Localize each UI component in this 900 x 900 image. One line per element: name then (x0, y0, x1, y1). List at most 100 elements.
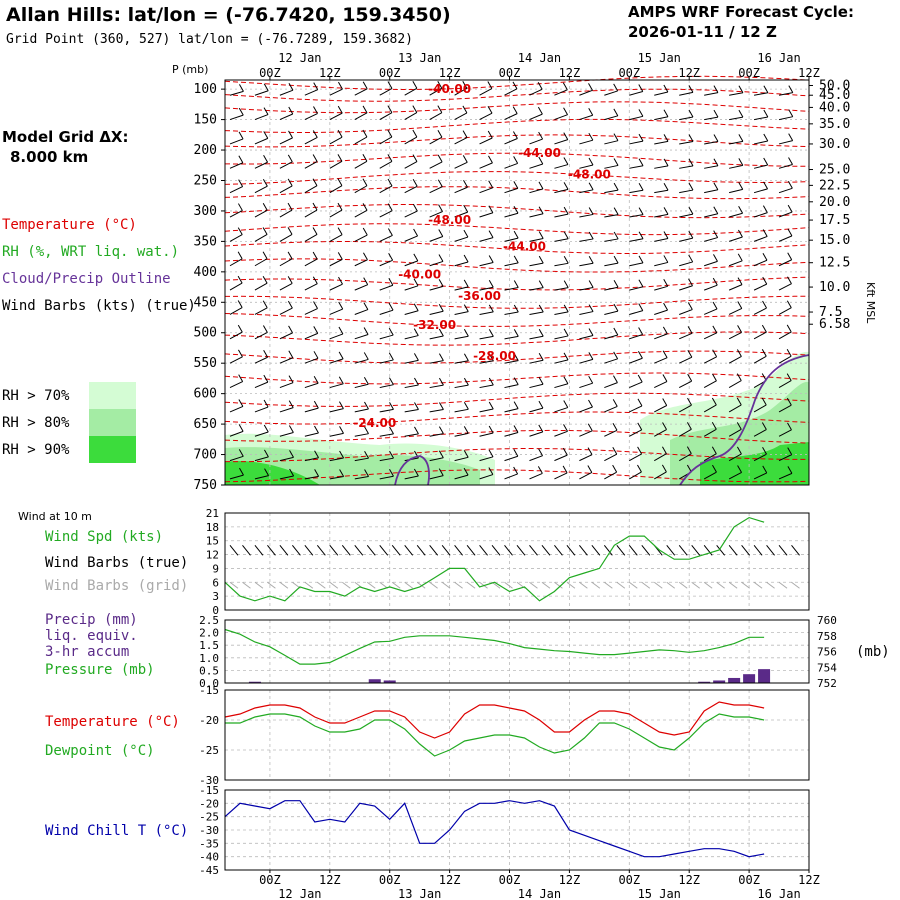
wind-barb-flag (337, 154, 343, 162)
wind-panel (224, 512, 810, 611)
wind-barb-flag (314, 450, 320, 459)
wind-barb-flag (388, 253, 394, 261)
wind-barb-flag (288, 82, 294, 91)
wind-barb-true (641, 545, 651, 556)
pressure-tick-label: 350 (194, 234, 217, 249)
wind-barb (729, 188, 743, 194)
wind-barb-flag (711, 446, 717, 454)
temperature-contour (224, 392, 810, 407)
value-tick-label: 3 (212, 590, 219, 603)
wind-barb-true (479, 545, 488, 556)
wind-barb-flag (787, 204, 793, 213)
legend-wind-chill: Wind Chill T (°C) (45, 823, 189, 839)
value-tick-label: -40 (199, 851, 219, 864)
wind-barb-flag (238, 131, 244, 140)
rh-region (700, 442, 809, 485)
wind-barb-true (703, 545, 713, 556)
wind-barb (254, 282, 268, 291)
wind-barb (753, 453, 767, 462)
wind-barb (554, 430, 568, 437)
wind-barb (354, 160, 368, 169)
wind-barb-flag (638, 303, 644, 311)
wind-barb (504, 311, 519, 315)
wind-barb (404, 359, 419, 364)
wind-barb (778, 454, 792, 462)
wind-barb-flag (238, 155, 244, 163)
wind-barb-flag (786, 324, 792, 333)
wind-barb (629, 333, 643, 340)
wind-barb (354, 88, 368, 96)
top-time-label: 12Z (678, 66, 700, 80)
wind-barb (354, 136, 368, 145)
wind-barb (379, 88, 393, 96)
wind-barb (379, 284, 394, 291)
top-date-label: 16 Jan (757, 51, 800, 65)
wind-barb (404, 161, 418, 169)
legend-rh80: RH > 80% (2, 415, 70, 431)
wind-barb (679, 356, 693, 364)
wind-barb-flag (413, 328, 419, 336)
wind-barb-flag (786, 397, 792, 406)
wind-barb-flag (488, 255, 494, 263)
bottom-time-label: 12Z (319, 873, 341, 887)
wind-barb-flag (613, 133, 619, 141)
wind-barb-flag (463, 402, 469, 410)
wind-barb (504, 212, 519, 218)
pressure-unit: (mb) (856, 644, 890, 660)
wind-barb-flag (662, 398, 668, 406)
pressure-tick-label: 758 (817, 630, 837, 643)
wind-barb-flag (363, 252, 368, 261)
wind-barb-true (316, 545, 326, 556)
wind-barb (679, 261, 693, 267)
wind-barb (429, 433, 444, 437)
wind-barb (778, 472, 793, 480)
wind-barb-flag (413, 253, 419, 262)
wind-barb-flag (762, 253, 768, 261)
wind-barb-flag (613, 231, 619, 240)
wind-barb (504, 360, 519, 364)
wind-barb (404, 408, 419, 413)
wind-barb-flag (637, 374, 643, 383)
wind-barb-flag (763, 157, 769, 166)
wind-barb (454, 261, 469, 267)
wind-barb-flag (687, 326, 693, 334)
wind-barb-grid (229, 581, 239, 589)
wind-barb-flag (562, 82, 568, 91)
wind-barb-flag (588, 182, 594, 191)
wind-barb (778, 235, 793, 242)
height-tick-label: 40.0 (819, 100, 850, 115)
wind-barb-flag (711, 397, 717, 406)
wind-barb (354, 457, 369, 462)
wind-barb-flag (737, 301, 743, 309)
wind-barb-flag (437, 80, 443, 89)
wind-barb-flag (686, 446, 692, 454)
wind-barb (429, 236, 443, 242)
precip-pressure-panel-bg (225, 620, 809, 683)
wind-barb (554, 472, 568, 480)
wind-barb (728, 308, 743, 315)
wind-barb (429, 211, 443, 218)
wind-barb-flag (538, 131, 544, 140)
value-tick-label: 6 (212, 576, 219, 589)
wind-barb-flag (389, 469, 394, 477)
wind-barb-grid (741, 581, 750, 589)
wind-barb-grid (716, 581, 725, 589)
wind-barb-true (404, 545, 414, 556)
value-tick-label: -25 (199, 744, 219, 757)
wind-barb (629, 262, 644, 267)
wind-barb-flag (439, 377, 444, 386)
wind-barb (404, 235, 418, 242)
wind-barb-flag (413, 228, 419, 237)
wind-barb-flag (663, 231, 669, 239)
wind-barb-true (391, 545, 401, 556)
pressure-line (224, 628, 765, 665)
wind-barb-flag (463, 254, 469, 263)
precip-pressure-panel-frame (224, 619, 810, 684)
wind-barb (404, 185, 418, 194)
wind-barb-flag (438, 229, 444, 237)
wind-barb-flag (364, 401, 369, 410)
wind-barb-flag (513, 280, 519, 288)
wind-barb-flag (762, 446, 767, 455)
bottom-date-label: 15 Jan (638, 887, 681, 900)
wind-barb-grid (341, 581, 351, 589)
